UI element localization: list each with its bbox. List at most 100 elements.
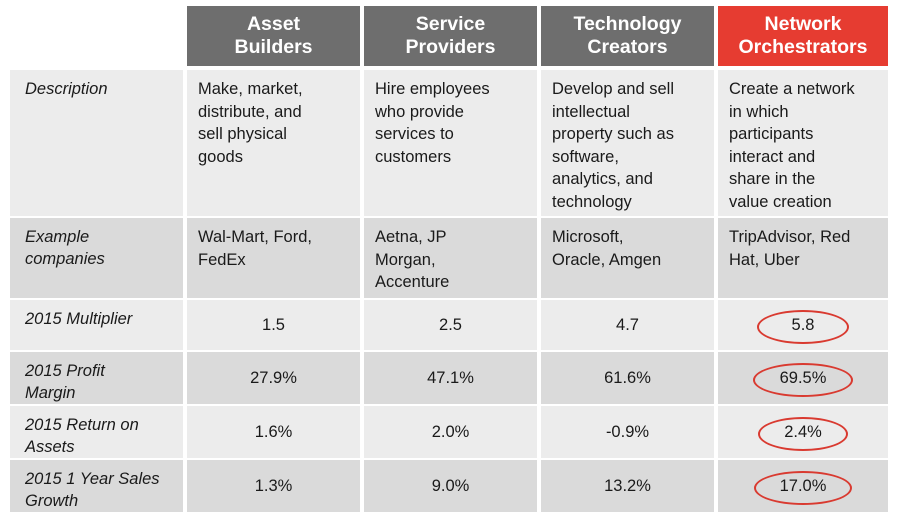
row-label-line: Assets <box>25 438 75 456</box>
highlight-circle <box>758 417 848 451</box>
table-cell-line: Hat, Uber <box>729 250 800 269</box>
value-cell: 5.8 <box>718 300 888 350</box>
table-cell-line: in which <box>729 102 789 121</box>
table-cell-line: Hire employees <box>375 80 490 98</box>
table-cell-line: intellectual <box>552 102 630 121</box>
table-cell-line: share in the <box>729 170 816 189</box>
table-cell-line: Create a network <box>729 80 855 98</box>
value-cell: 1.6% <box>187 406 360 458</box>
table-cell: Hire employees who provide services to cust… <box>364 70 537 216</box>
table-cell-line: interact and <box>729 147 816 166</box>
table-cell: Create a network in which participants inte… <box>718 70 888 216</box>
value-text: 9.0% <box>431 476 470 495</box>
column-header-line: Builders <box>234 36 313 58</box>
value-text: 4.7 <box>616 315 639 334</box>
value-text: 1.3% <box>254 476 293 495</box>
value-cell: 27.9% <box>187 352 360 404</box>
value-text: 5.8 <box>791 315 815 334</box>
row-label-line: Growth <box>25 492 79 510</box>
table-cell-line: Develop and sell <box>552 80 674 98</box>
table-cell-line: technology <box>552 192 632 211</box>
row-label: Example companies <box>10 218 183 298</box>
table-cell-line: Accenture <box>375 273 450 292</box>
column-header-line: Service <box>415 13 486 35</box>
table-cell-line: Microsoft, <box>552 228 624 246</box>
column-header-text: Technology Creators <box>574 13 682 59</box>
table-cell: Make, market, distribute, and sell physica… <box>187 70 360 216</box>
table-cell: Wal-Mart, Ford, FedEx <box>187 218 360 298</box>
value-cell: 1.3% <box>187 460 360 512</box>
value-text: 2.0% <box>431 422 470 441</box>
column-header: Technology Creators <box>541 6 714 66</box>
column-header-text: Network Orchestrators <box>739 13 868 59</box>
table-cell-line: FedEx <box>198 250 246 269</box>
table-cell-line: goods <box>198 147 243 166</box>
row-label: Description <box>10 70 183 216</box>
table-cell-line: services to <box>375 125 454 144</box>
table-cell: Develop and sell intellectual property suc… <box>541 70 714 216</box>
table-cell: Aetna, JP Morgan, Accenture <box>364 218 537 298</box>
row-label-line: Description <box>25 80 108 98</box>
value-cell: 47.1% <box>364 352 537 404</box>
row-label-line: 2015 Return on <box>25 416 139 434</box>
value-text: 1.6% <box>254 422 293 441</box>
column-header: Service Providers <box>364 6 537 66</box>
value-cell: 17.0% <box>718 460 888 512</box>
table-cell-line: Wal-Mart, Ford, <box>198 228 312 246</box>
row-label-line: 2015 Profit <box>25 362 105 380</box>
value-cell: 2.0% <box>364 406 537 458</box>
row-label-line: companies <box>25 250 105 268</box>
table-cell-line: sell physical <box>198 125 287 144</box>
table-cell-line: Aetna, JP <box>375 228 447 246</box>
table-cell-line: Oracle, Amgen <box>552 250 662 269</box>
row-label-line: Margin <box>25 384 76 402</box>
column-header-line: Providers <box>405 36 496 58</box>
value-text: 13.2% <box>604 476 651 495</box>
column-header: Network Orchestrators <box>718 6 888 66</box>
table-cell: Microsoft, Oracle, Amgen <box>541 218 714 298</box>
highlight-circle <box>757 310 849 344</box>
column-header-line: Orchestrators <box>738 36 868 58</box>
column-header-text: Service Providers <box>406 13 496 59</box>
highlight-circle <box>754 471 852 505</box>
value-text: 27.9% <box>250 368 297 387</box>
value-text: 17.0% <box>779 476 827 495</box>
column-header-line: Technology <box>573 13 682 35</box>
table-cell-line: who provide <box>375 102 464 121</box>
table-cell-line: participants <box>729 125 814 144</box>
row-label-line: 2015 1 Year Sales <box>25 470 160 488</box>
value-text: 2.4% <box>784 422 822 441</box>
value-text: 47.1% <box>427 368 474 387</box>
column-header-line: Asset <box>246 13 301 35</box>
table-cell-line: value creation <box>729 192 832 211</box>
row-label: 2015 Profit Margin <box>10 352 183 404</box>
column-header-line: Network <box>764 13 842 35</box>
value-text: 2.5 <box>439 315 462 334</box>
row-label: 2015 Multiplier <box>10 300 183 350</box>
value-text: 69.5% <box>779 368 827 387</box>
value-cell: 69.5% <box>718 352 888 404</box>
row-label-line: Example <box>25 228 90 246</box>
value-cell: -0.9% <box>541 406 714 458</box>
row-label: 2015 1 Year Sales Growth <box>10 460 183 512</box>
value-text: 1.5 <box>262 315 285 334</box>
table-cell-line: software, <box>552 147 619 166</box>
value-cell: 4.7 <box>541 300 714 350</box>
value-cell: 1.5 <box>187 300 360 350</box>
table-cell-line: customers <box>375 147 452 166</box>
column-header: Asset Builders <box>187 6 360 66</box>
value-text: 61.6% <box>604 368 651 387</box>
row-label: 2015 Return on Assets <box>10 406 183 458</box>
table-cell-line: analytics, and <box>552 170 653 189</box>
value-text: -0.9% <box>605 422 650 441</box>
value-cell: 2.4% <box>718 406 888 458</box>
value-cell: 9.0% <box>364 460 537 512</box>
table-cell-line: distribute, and <box>198 102 302 121</box>
column-header-line: Creators <box>587 36 668 58</box>
value-cell: 13.2% <box>541 460 714 512</box>
value-cell: 2.5 <box>364 300 537 350</box>
table-cell-line: Make, market, <box>198 80 303 98</box>
value-cell: 61.6% <box>541 352 714 404</box>
highlight-circle <box>753 363 853 397</box>
table-cell-line: property such as <box>552 125 674 144</box>
